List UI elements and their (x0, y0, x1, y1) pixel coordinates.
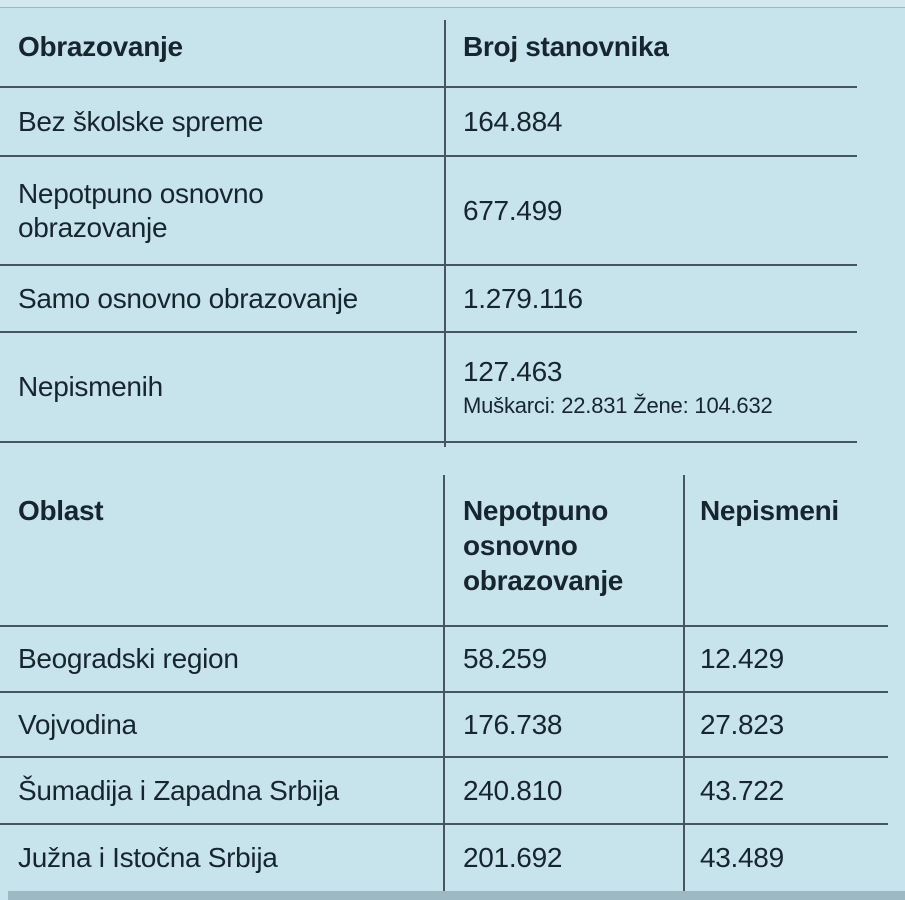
column-header-broj-stanovnika: Broj stanovnika (463, 31, 669, 62)
column-divider (443, 475, 445, 891)
education-table: Obrazovanje Broj stanovnika Bez školske … (0, 8, 857, 447)
row-value-nepismeni: 43.489 (700, 842, 784, 873)
row-value-nepismeni: 27.823 (700, 708, 784, 740)
table-row: Nepotpuno osnovno obrazovanje 677.499 (0, 157, 857, 266)
top-edge-strip (0, 0, 905, 8)
row-value: 1.279.116 (463, 282, 583, 314)
table-row: Samo osnovno obrazovanje 1.279.116 (0, 266, 857, 333)
row-value-nepotpuno: 58.259 (463, 643, 547, 674)
row-label: Južna i Istočna Srbija (18, 842, 278, 873)
table-row: Bez školske spreme 164.884 (0, 88, 857, 157)
table-row: Nepismenih 127.463 Muškarci: 22.831 Žene… (0, 333, 857, 443)
row-value-gender-breakdown: Muškarci: 22.831 Žene: 104.632 (463, 392, 773, 418)
row-label: Beogradski region (18, 643, 239, 674)
column-header-obrazovanje: Obrazovanje (18, 31, 183, 62)
row-label: Nepotpuno osnovno obrazovanje (18, 177, 264, 243)
row-value-nepismeni: 43.722 (700, 774, 784, 806)
table-row: Šumadija i Zapadna Srbija 240.810 43.722 (0, 758, 888, 825)
column-divider (444, 20, 446, 447)
row-value-nepotpuno: 201.692 (463, 842, 563, 873)
column-divider (683, 475, 685, 891)
column-header-oblast: Oblast (18, 495, 104, 526)
row-value: 164.884 (463, 105, 563, 137)
regions-table-header-row: Oblast Nepotpuno osnovno obrazovanje Nep… (0, 470, 888, 627)
row-value-nepotpuno: 176.738 (463, 708, 563, 740)
row-value: 677.499 (463, 194, 563, 226)
row-value: 127.463 Muškarci: 22.831 Žene: 104.632 (445, 355, 857, 420)
row-label: Samo osnovno obrazovanje (18, 282, 358, 314)
bottom-edge-bar (8, 891, 905, 900)
row-label: Bez školske spreme (18, 105, 264, 137)
row-value-main: 127.463 (463, 355, 563, 387)
row-label: Vojvodina (18, 708, 137, 740)
education-table-header-row: Obrazovanje Broj stanovnika (0, 8, 857, 88)
row-label: Nepismenih (18, 371, 163, 402)
regions-table: Oblast Nepotpuno osnovno obrazovanje Nep… (0, 470, 888, 891)
row-value-nepismeni: 12.429 (700, 643, 784, 674)
row-label: Šumadija i Zapadna Srbija (18, 774, 339, 806)
table-row: Južna i Istočna Srbija 201.692 43.489 (0, 825, 888, 891)
row-value-nepotpuno: 240.810 (463, 774, 563, 806)
column-header-nepismeni: Nepismeni (700, 495, 839, 526)
column-header-nepotpuno: Nepotpuno osnovno obrazovanje (463, 495, 624, 596)
